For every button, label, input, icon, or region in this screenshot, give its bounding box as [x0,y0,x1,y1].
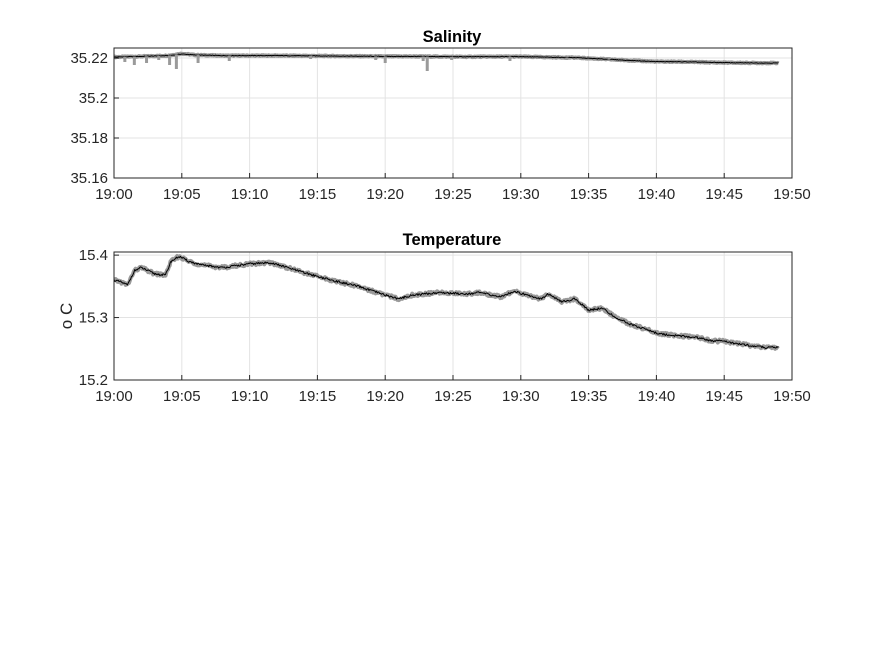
salinity-x-tick-label: 19:50 [773,186,811,203]
salinity-y-tick-labels: 35.16 35.18 35.2 35.22 [70,50,108,187]
salinity-panel: 19:00 19:05 19:10 19:15 19:20 19:25 19:30 19:35… [70,28,810,203]
temperature-axes-box [113,251,793,381]
salinity-x-tick-label: 19:20 [366,186,404,203]
salinity-axes-frame [113,47,793,179]
salinity-x-tick-label: 19:10 [231,186,269,203]
salinity-x-tick-label: 19:15 [299,186,337,203]
temperature-x-tick-label: 19:05 [163,388,201,405]
salinity-x-tick-label: 19:35 [570,186,608,203]
temperature-x-tick-label: 19:20 [366,388,404,405]
salinity-x-tick-label: 19:45 [705,186,743,203]
temperature-x-tick-label: 19:00 [95,388,133,405]
temperature-smoothed-series-line [114,255,779,350]
salinity-x-tick-label: 19:00 [95,186,133,203]
temperature-x-tick-label: 19:10 [231,388,269,405]
salinity-axes-box [113,47,793,179]
temperature-x-tick-label: 19:25 [434,388,472,405]
temperature-panel: 19:00 19:05 19:10 19:15 19:20 19:25 19:30 19:35… [57,231,811,405]
temperature-axes-frame [113,251,793,381]
salinity-series [114,51,780,71]
temperature-x-tick-label: 19:45 [705,388,743,405]
salinity-title: Salinity [423,28,483,46]
temperature-x-tick-label: 19:40 [638,388,676,405]
temperature-y-axis-label: o C [57,303,76,329]
salinity-y-tick-label: 35.18 [70,130,108,147]
salinity-y-tick-label: 35.16 [70,170,108,187]
temperature-x-tick-label: 19:35 [570,388,608,405]
temperature-y-tick-labels: 15.2 15.3 15.4 [79,247,108,389]
salinity-smoothed-series-line [114,53,779,64]
salinity-y-tick-label: 35.22 [70,50,108,67]
salinity-x-tick-label: 19:30 [502,186,540,203]
salinity-x-tick-labels: 19:00 19:05 19:10 19:15 19:20 19:25 19:30 19:35… [95,186,811,203]
temperature-y-tick-label: 15.3 [79,310,108,327]
temperature-x-tick-label: 19:30 [502,388,540,405]
temperature-x-tick-labels: 19:00 19:05 19:10 19:15 19:20 19:25 19:30 19:35… [95,388,811,405]
temperature-x-tick-label: 19:15 [299,388,337,405]
salinity-y-tick-label: 35.2 [79,90,108,107]
salinity-x-tick-label: 19:40 [638,186,676,203]
salinity-x-tick-label: 19:05 [163,186,201,203]
temperature-title: Temperature [403,231,502,249]
temperature-x-tick-label: 19:50 [773,388,811,405]
salinity-x-tick-label: 19:25 [434,186,472,203]
temperature-y-tick-label: 15.4 [79,247,108,264]
temperature-y-tick-label: 15.2 [79,372,108,389]
temperature-series [114,254,780,351]
